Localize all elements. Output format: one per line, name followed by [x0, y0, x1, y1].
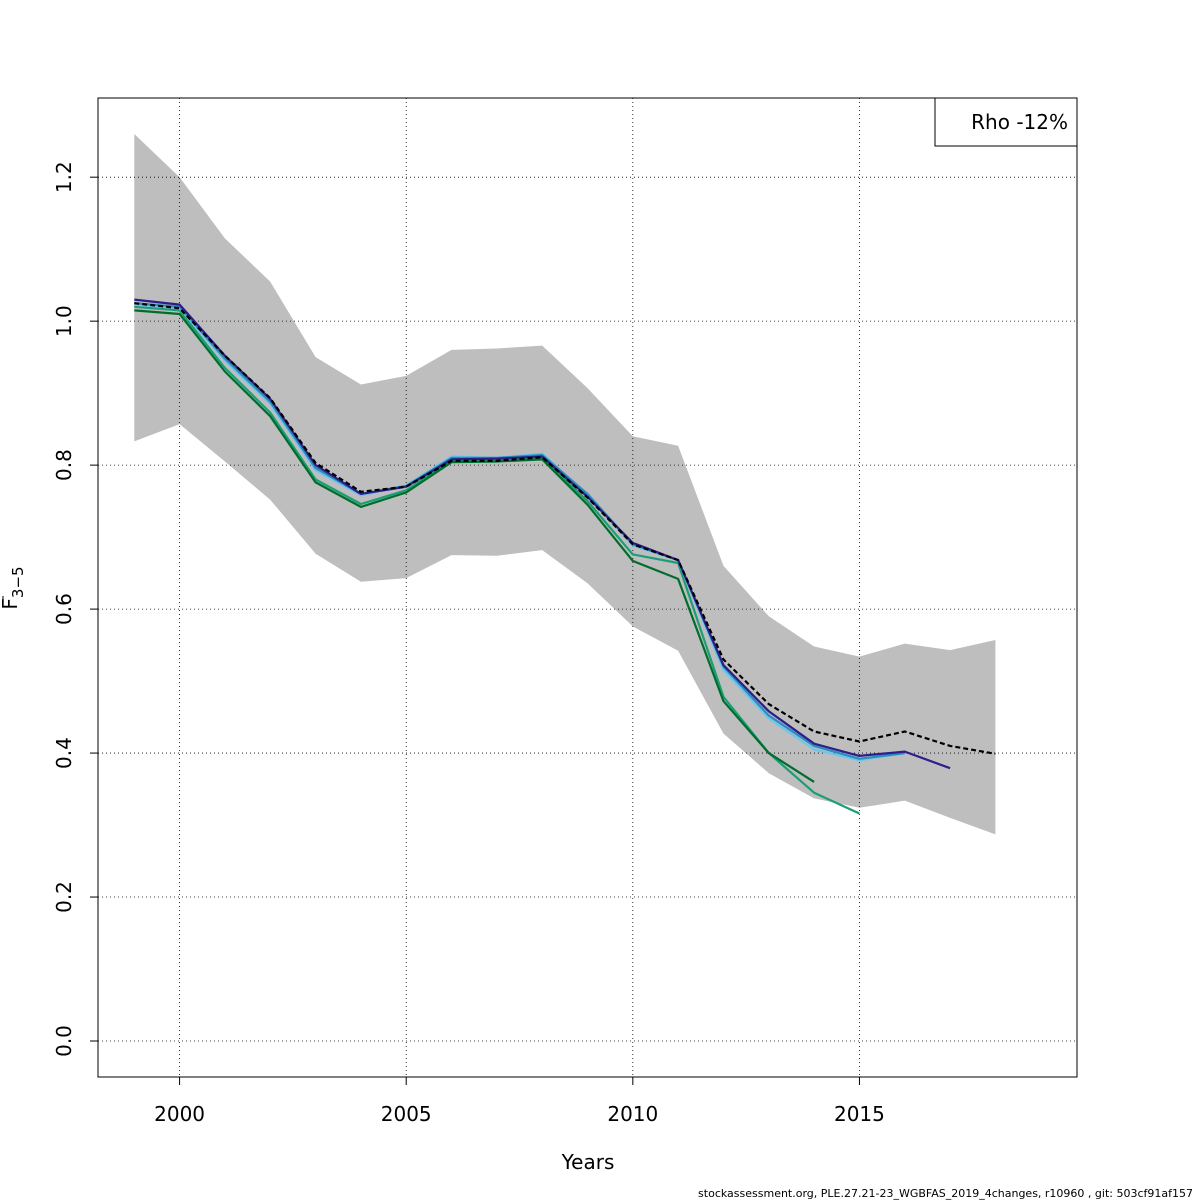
confidence-band-layer	[134, 134, 996, 835]
svg-text:F3−5: F3−5	[0, 566, 27, 609]
x-tick-label: 2010	[607, 1102, 658, 1126]
legend-text: Rho -12%	[971, 110, 1068, 134]
x-tick-label: 2015	[834, 1102, 885, 1126]
series-line-6	[134, 302, 996, 755]
confidence-band	[134, 134, 996, 835]
legend: Rho -12%	[934, 97, 1078, 147]
y-tick-label: 1.2	[52, 161, 76, 193]
y-axis-title-main: F	[0, 598, 22, 610]
series-line-5	[134, 298, 951, 770]
y-axis-title-sub: 3−5	[9, 566, 27, 598]
x-tick-label: 2005	[381, 1102, 432, 1126]
x-axis-title: Years	[561, 1150, 615, 1174]
y-tick-label: 0.8	[52, 449, 76, 481]
plot-frame	[97, 97, 1078, 1078]
footer-note: stockassessment.org, PLE.27.21-23_WGBFAS…	[698, 1187, 1193, 1200]
legend-box	[934, 97, 1078, 147]
y-tick-label: 0.2	[52, 881, 76, 913]
x-tick-label: 2000	[154, 1102, 205, 1126]
y-tick-label: 1.0	[52, 305, 76, 337]
y-tick-label: 0.4	[52, 737, 76, 769]
series-layer	[134, 298, 996, 815]
grid-layer	[98, 98, 1077, 1077]
y-axis-title: F3−5	[0, 566, 27, 609]
y-tick-label: 0.0	[52, 1025, 76, 1057]
y-tick-label: 0.6	[52, 593, 76, 625]
axis-layer: 2000 2005 2010 2015 0.0 0.2 0.4 0.6 0.8 1.0 1.2	[52, 161, 885, 1126]
